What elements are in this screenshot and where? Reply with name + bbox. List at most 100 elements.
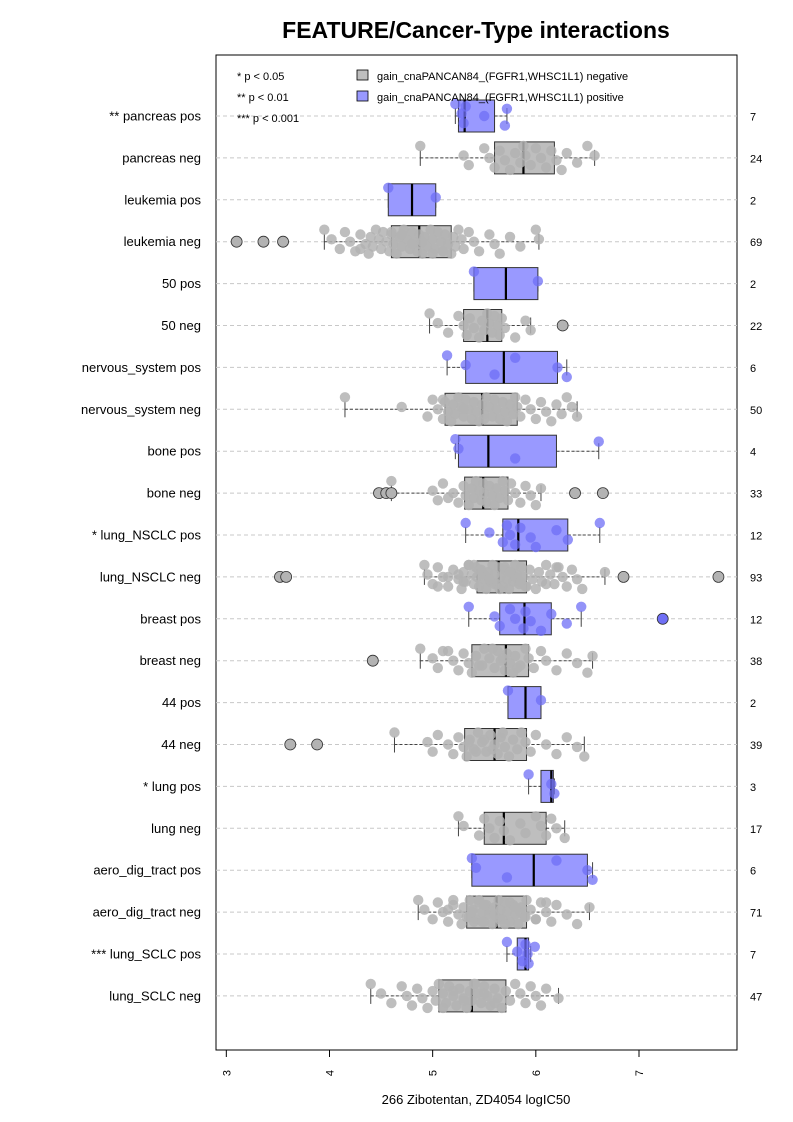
data-point — [427, 914, 438, 925]
row-label: 44 neg — [161, 737, 201, 752]
data-point — [475, 997, 487, 1009]
box-row — [230, 224, 545, 259]
data-point — [533, 234, 545, 245]
data-point — [432, 581, 444, 592]
data-point — [582, 667, 593, 678]
data-point — [525, 159, 536, 171]
legend-sig-1: * p < 0.05 — [237, 71, 284, 83]
data-point — [460, 394, 471, 405]
data-point — [450, 98, 461, 110]
data-point — [442, 327, 454, 338]
data-point — [463, 601, 474, 612]
data-point — [552, 362, 563, 373]
data-point — [535, 820, 547, 832]
data-point — [501, 872, 513, 883]
row-label: nervous_system pos — [82, 360, 202, 375]
data-point — [427, 485, 438, 496]
data-point — [365, 231, 376, 243]
row-label: nervous_system neg — [81, 402, 201, 417]
data-point — [501, 416, 513, 427]
data-point — [481, 392, 492, 403]
data-point — [540, 406, 552, 417]
box-row — [274, 559, 725, 595]
box-row — [501, 936, 540, 971]
data-point — [525, 904, 536, 915]
data-point — [476, 660, 488, 671]
data-point — [494, 620, 505, 632]
data-point — [460, 359, 471, 371]
data-point — [470, 862, 482, 873]
data-point — [458, 243, 469, 255]
data-point — [463, 736, 474, 748]
data-point — [551, 155, 562, 166]
data-point — [546, 416, 557, 427]
data-point — [458, 320, 469, 331]
data-point — [415, 643, 426, 654]
data-point — [424, 308, 435, 319]
row-label: leukemia pos — [124, 192, 201, 207]
data-point — [527, 574, 538, 585]
data-point — [458, 480, 469, 492]
data-point — [520, 606, 531, 617]
row-label: breast pos — [140, 611, 201, 626]
row-count: 39 — [750, 740, 762, 752]
data-point — [540, 162, 552, 173]
data-point — [502, 495, 514, 506]
box-row — [463, 601, 669, 636]
data-point — [566, 401, 578, 413]
data-point — [448, 655, 459, 666]
row-label: 50 neg — [161, 318, 201, 333]
data-point — [523, 958, 534, 969]
data-point — [494, 583, 505, 595]
data-point — [470, 406, 482, 417]
outlier-point — [280, 571, 293, 583]
data-point — [561, 648, 572, 659]
outlier-point — [656, 612, 669, 625]
data-point — [540, 830, 552, 841]
data-point — [540, 578, 552, 590]
data-point — [437, 246, 449, 257]
data-point — [453, 732, 464, 743]
data-point — [529, 941, 540, 952]
outlier-point — [230, 235, 243, 248]
row-label: lung_SCLC neg — [109, 988, 201, 1003]
data-point — [479, 981, 490, 992]
data-point — [386, 475, 397, 487]
legend-sig-2: ** p < 0.01 — [237, 92, 289, 104]
data-point — [406, 238, 418, 250]
data-point — [458, 118, 469, 129]
data-point — [466, 667, 478, 678]
data-point — [419, 559, 430, 571]
legend-sig-3: *** p < 0.001 — [237, 113, 299, 125]
data-point — [499, 741, 511, 753]
data-point — [499, 120, 511, 131]
box-row — [450, 434, 604, 468]
outlier-point — [385, 487, 398, 500]
chart-title: FEATURE/Cancer-Type interactions — [282, 17, 670, 43]
data-point — [540, 897, 552, 908]
data-point — [494, 815, 505, 827]
data-point — [501, 906, 513, 918]
data-point — [545, 569, 556, 580]
data-point — [473, 830, 485, 841]
data-point — [540, 739, 552, 750]
data-point — [501, 103, 513, 115]
data-point — [427, 248, 438, 259]
row-label: 50 pos — [162, 276, 202, 291]
data-point — [441, 350, 453, 361]
data-point — [466, 906, 478, 918]
data-point — [562, 534, 574, 545]
outlier-point — [284, 738, 297, 751]
data-point — [458, 576, 469, 587]
data-point — [432, 562, 444, 573]
outlier-point — [596, 487, 609, 500]
data-point — [513, 918, 524, 930]
data-point — [520, 480, 531, 492]
data-point — [461, 751, 472, 762]
data-point — [473, 564, 485, 575]
data-point — [464, 313, 475, 324]
data-point — [530, 541, 542, 553]
data-point — [396, 229, 407, 240]
box-row — [284, 727, 590, 762]
outlier-point — [712, 571, 725, 583]
